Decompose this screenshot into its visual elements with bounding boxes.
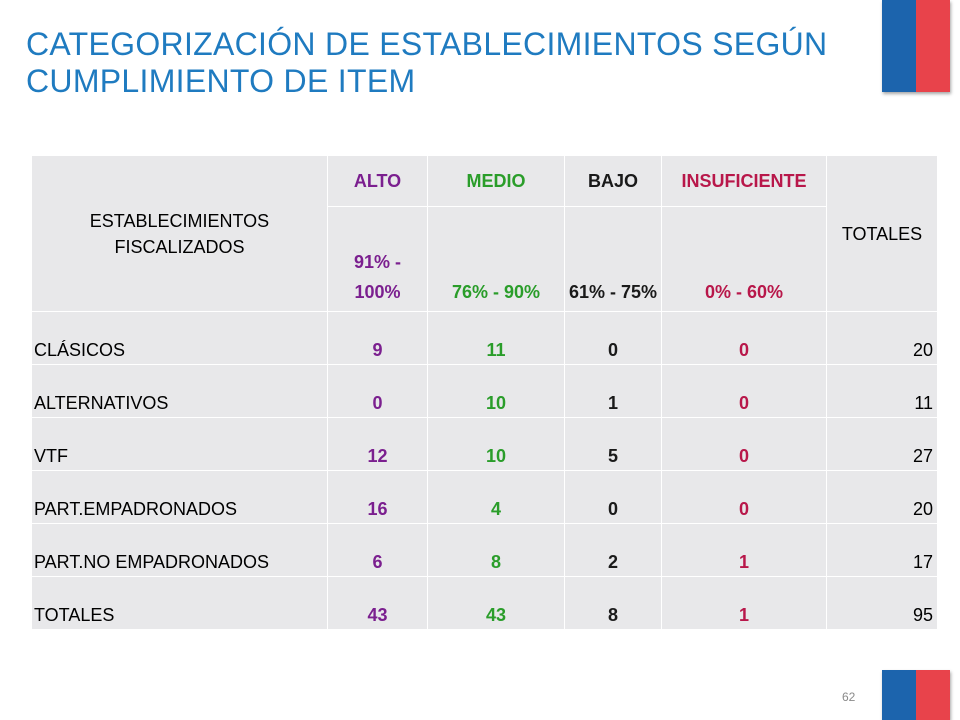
cell-bajo: 0 <box>564 311 662 365</box>
chile-flag-logo <box>882 0 950 92</box>
range-alto: 91% - 100% <box>327 206 428 312</box>
category-alto-header: ALTO <box>327 155 428 207</box>
categorization-table: ESTABLECIMIENTOS FISCALIZADOS ALTO MEDIO… <box>31 155 938 630</box>
cell-insuficiente: 1 <box>661 576 827 630</box>
cell-alto: 16 <box>327 470 428 524</box>
cell-medio: 43 <box>427 576 565 630</box>
cell-insuficiente: 0 <box>661 311 827 365</box>
cell-bajo: 1 <box>564 364 662 418</box>
range-medio: 76% - 90% <box>427 206 565 312</box>
page-number: 62 <box>842 690 856 704</box>
row-label: PART.NO EMPADRONADOS <box>31 523 328 577</box>
row-label: VTF <box>31 417 328 471</box>
cell-alto: 0 <box>327 364 428 418</box>
category-medio-header: MEDIO <box>427 155 565 207</box>
range-insuficiente: 0% - 60% <box>661 206 827 312</box>
cell-medio: 10 <box>427 364 565 418</box>
cell-total: 95 <box>826 576 938 630</box>
table-header-row: ESTABLECIMIENTOS FISCALIZADOS ALTO MEDIO… <box>31 155 938 312</box>
cell-insuficiente: 0 <box>661 470 827 524</box>
row-header-cell: ESTABLECIMIENTOS FISCALIZADOS <box>31 155 328 312</box>
cell-medio: 11 <box>427 311 565 365</box>
cell-medio: 8 <box>427 523 565 577</box>
cell-alto: 6 <box>327 523 428 577</box>
flag-red-stripe <box>916 0 950 92</box>
cell-bajo: 8 <box>564 576 662 630</box>
cell-medio: 4 <box>427 470 565 524</box>
totales-header-cell: TOTALES <box>826 155 938 312</box>
table-row: TOTALES 43 43 8 1 95 <box>31 576 938 630</box>
table-row: PART.NO EMPADRONADOS 6 8 2 1 17 <box>31 523 938 577</box>
table-row: ALTERNATIVOS 0 10 1 0 11 <box>31 364 938 418</box>
category-bajo-header: BAJO <box>564 155 662 207</box>
cell-bajo: 0 <box>564 470 662 524</box>
row-label: CLÁSICOS <box>31 311 328 365</box>
flag-blue-stripe <box>882 0 916 92</box>
flag-red-stripe <box>916 670 950 720</box>
range-bajo: 61% - 75% <box>564 206 662 312</box>
cell-total: 11 <box>826 364 938 418</box>
cell-total: 17 <box>826 523 938 577</box>
cell-bajo: 2 <box>564 523 662 577</box>
row-label: TOTALES <box>31 576 328 630</box>
cell-bajo: 5 <box>564 417 662 471</box>
category-insuficiente-header: INSUFICIENTE <box>661 155 827 207</box>
cell-insuficiente: 0 <box>661 364 827 418</box>
cell-insuficiente: 0 <box>661 417 827 471</box>
table-range-row: 91% - 100% 76% - 90% 61% - 75% 0% - 60% <box>32 206 938 312</box>
flag-blue-stripe <box>882 670 916 720</box>
chile-flag-footer-logo <box>882 670 950 720</box>
row-label: PART.EMPADRONADOS <box>31 470 328 524</box>
cell-total: 20 <box>826 470 938 524</box>
cell-alto: 43 <box>327 576 428 630</box>
cell-insuficiente: 1 <box>661 523 827 577</box>
row-label: ALTERNATIVOS <box>31 364 328 418</box>
slide-title: CATEGORIZACIÓN DE ESTABLECIMIENTOS SEGÚN… <box>26 26 828 99</box>
cell-total: 20 <box>826 311 938 365</box>
table-row: VTF 12 10 5 0 27 <box>31 417 938 471</box>
cell-alto: 9 <box>327 311 428 365</box>
cell-total: 27 <box>826 417 938 471</box>
cell-alto: 12 <box>327 417 428 471</box>
table-row: CLÁSICOS 9 11 0 0 20 <box>31 311 938 365</box>
table-row: PART.EMPADRONADOS 16 4 0 0 20 <box>31 470 938 524</box>
cell-medio: 10 <box>427 417 565 471</box>
